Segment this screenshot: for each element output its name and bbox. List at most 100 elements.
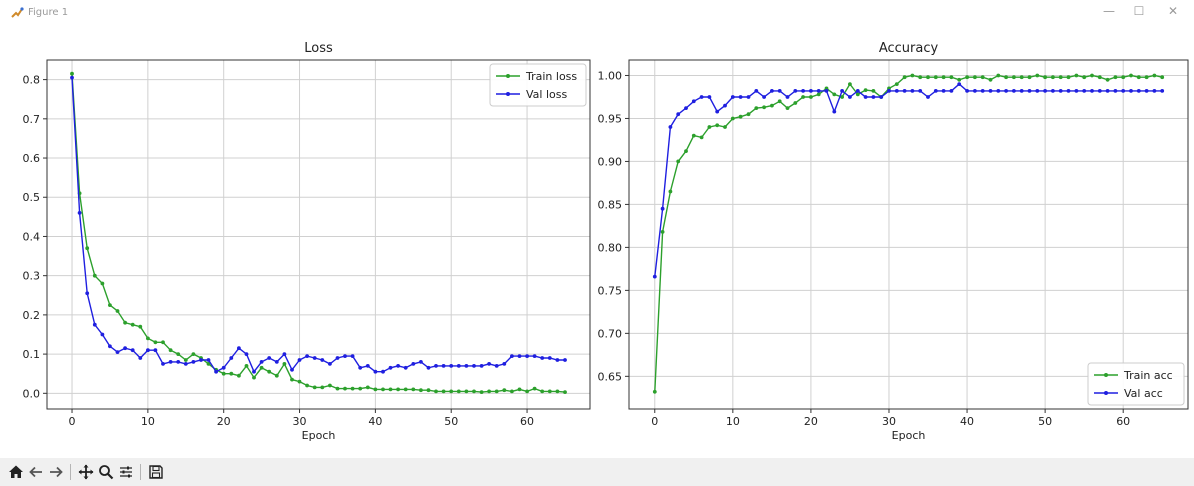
zoom-button[interactable]: [96, 462, 116, 482]
pan-button[interactable]: [76, 462, 96, 482]
data-point: [770, 103, 774, 108]
data-point: [479, 390, 484, 394]
data-point: [494, 364, 499, 368]
data-point: [746, 112, 751, 117]
data-point: [138, 356, 143, 360]
data-point: [1097, 75, 1102, 80]
data-point: [988, 77, 993, 82]
data-point: [738, 114, 743, 119]
data-point: [206, 358, 211, 362]
legend-label: Val acc: [1124, 387, 1163, 400]
back-button[interactable]: [26, 462, 46, 482]
data-point: [848, 95, 852, 99]
data-point: [1012, 75, 1016, 80]
data-point: [487, 389, 491, 394]
maximize-button[interactable]: ☐: [1133, 4, 1145, 18]
data-point: [965, 89, 969, 93]
data-point: [563, 390, 567, 394]
legend-label: Val loss: [526, 88, 567, 101]
data-point: [996, 73, 1001, 78]
data-point: [161, 362, 165, 366]
data-point: [1058, 89, 1063, 93]
back-icon: [29, 466, 42, 478]
data-point: [168, 360, 173, 364]
data-point: [871, 89, 876, 93]
data-point: [699, 135, 704, 140]
data-point: [980, 75, 985, 80]
data-point: [957, 82, 962, 86]
data-point: [282, 362, 287, 366]
data-point: [785, 106, 790, 110]
data-point: [328, 383, 332, 388]
data-point: [1090, 89, 1094, 93]
x-tick-label: 0: [651, 415, 658, 428]
data-point: [510, 354, 514, 358]
data-point: [691, 99, 696, 104]
data-point: [335, 356, 340, 360]
data-point: [92, 322, 97, 327]
forward-button[interactable]: [46, 462, 66, 482]
data-point: [320, 385, 325, 390]
save-button[interactable]: [146, 462, 166, 482]
x-tick-label: 20: [217, 415, 231, 428]
data-point: [381, 387, 385, 392]
data-point: [1136, 89, 1141, 93]
data-point: [411, 362, 416, 366]
data-point: [138, 324, 143, 329]
data-point: [115, 309, 120, 313]
data-point: [1051, 75, 1055, 80]
y-tick-label: 0.65: [598, 370, 623, 383]
data-point: [502, 362, 507, 366]
data-point: [965, 75, 969, 80]
data-point: [887, 89, 891, 93]
data-point: [1121, 75, 1126, 80]
data-point: [312, 385, 317, 390]
data-point: [754, 106, 759, 110]
data-point: [274, 360, 279, 364]
series-line: [71, 73, 566, 393]
data-point: [176, 352, 181, 356]
figure-app-icon: [11, 7, 24, 18]
data-point: [441, 364, 446, 368]
data-point: [1004, 75, 1008, 80]
data-point: [525, 354, 529, 358]
close-button[interactable]: ✕: [1167, 4, 1179, 18]
x-tick-label: 60: [520, 415, 534, 428]
data-point: [168, 348, 173, 353]
home-button[interactable]: [6, 462, 26, 482]
data-point: [676, 112, 681, 117]
data-point: [894, 82, 899, 86]
data-point: [762, 95, 766, 99]
data-point: [754, 89, 759, 93]
data-point: [252, 369, 256, 374]
window-titlebar: Figure 1 — ☐ ✕: [0, 0, 1194, 28]
x-tick-label: 50: [444, 415, 458, 428]
configure-subplots-button[interactable]: [116, 462, 136, 482]
data-point: [832, 109, 837, 114]
y-tick-label: 0.90: [598, 155, 623, 168]
data-point: [730, 95, 735, 99]
data-point: [1136, 75, 1141, 80]
data-point: [267, 356, 272, 360]
data-point: [926, 95, 930, 99]
data-point: [237, 346, 241, 351]
data-point: [1144, 75, 1149, 80]
y-tick-label: 0.6: [23, 152, 41, 165]
y-tick-label: 0.3: [23, 270, 41, 283]
data-point: [373, 369, 378, 374]
data-point: [229, 356, 234, 360]
data-point: [259, 365, 264, 370]
data-point: [1058, 75, 1063, 80]
data-point: [676, 159, 681, 164]
accuracy-chart: 0 10 20 30 40 50 60 0.65 0.70 0.75 0.80 0.85 0.90 0.9…: [598, 41, 1189, 442]
data-point: [910, 89, 915, 93]
data-point: [191, 360, 196, 364]
window-title: Figure 1: [28, 7, 69, 18]
data-point: [1152, 89, 1157, 93]
data-point: [871, 95, 876, 99]
minimize-button[interactable]: —: [1103, 4, 1115, 18]
series-train-acc: [652, 73, 1165, 394]
data-point: [777, 99, 782, 104]
legend-label: Train loss: [525, 70, 577, 83]
data-point: [297, 379, 302, 384]
